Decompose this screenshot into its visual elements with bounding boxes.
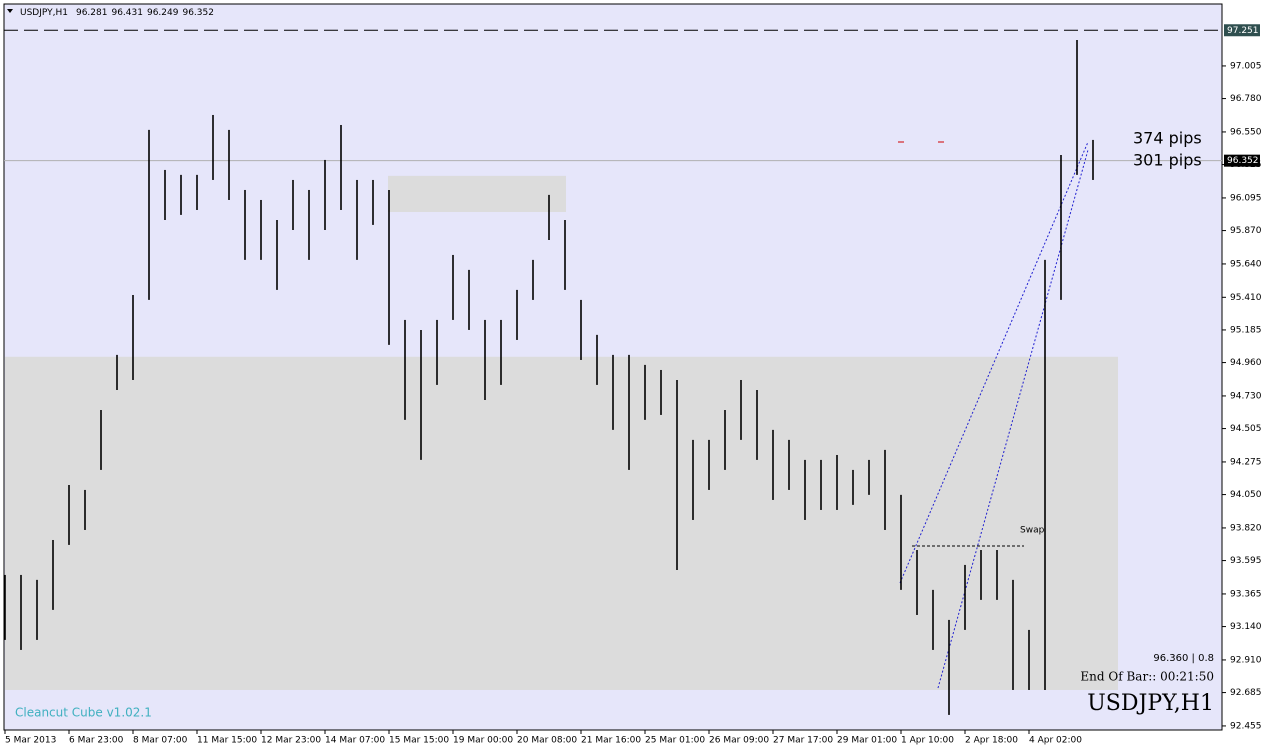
header-price: 96.352	[182, 8, 214, 18]
y-tick-label: 93.595	[1230, 556, 1262, 566]
indicator-label: Cleancut Cube v1.02.1	[15, 706, 152, 720]
x-tick-label: 1 Apr 10:00	[901, 736, 954, 746]
pips-label: 301 pips	[1133, 151, 1202, 170]
high-line-label: 97.251	[1227, 26, 1259, 36]
header-symbol: USDJPY,H1	[20, 8, 68, 18]
symbol-label: USDJPY,H1	[1087, 691, 1214, 716]
x-tick-label: 27 Mar 17:00	[773, 736, 833, 746]
x-tick-label: 14 Mar 07:00	[325, 736, 385, 746]
y-tick-label: 97.005	[1230, 61, 1262, 71]
x-tick-label: 19 Mar 00:00	[453, 736, 513, 746]
y-tick-label: 94.050	[1230, 490, 1262, 500]
end-of-bar: End Of Bar:: 00:21:50	[1080, 670, 1214, 684]
y-tick-label: 93.820	[1230, 523, 1262, 533]
x-tick-label: 15 Mar 15:00	[389, 736, 449, 746]
y-tick-label: 95.870	[1230, 226, 1262, 236]
y-tick-label: 96.550	[1230, 127, 1262, 137]
x-tick-label: 4 Apr 02:00	[1029, 736, 1082, 746]
y-tick-label: 96.780	[1230, 94, 1262, 104]
y-tick-label: 92.685	[1230, 688, 1262, 698]
x-tick-label: 6 Mar 23:00	[69, 736, 124, 746]
header-price: 96.431	[111, 8, 143, 18]
x-tick-label: 8 Mar 07:00	[133, 736, 188, 746]
swap-label: Swap	[1020, 526, 1045, 536]
zone	[388, 175, 566, 213]
plot-layer	[4, 29, 1222, 715]
y-tick-label: 94.730	[1230, 391, 1262, 401]
x-tick-label: 2 Apr 18:00	[965, 736, 1018, 746]
y-tick-label: 93.365	[1230, 589, 1262, 599]
price-box	[1224, 154, 1260, 167]
header-price: 96.249	[147, 8, 179, 18]
y-tick-label: 93.140	[1230, 622, 1262, 632]
y-tick-label: 95.185	[1230, 325, 1262, 335]
header-arrow	[7, 9, 13, 13]
y-tick-label: 92.455	[1230, 721, 1262, 731]
x-tick-label: 5 Mar 2013	[5, 736, 56, 746]
header: USDJPY,H1 96.281 96.431 96.249 96.352	[20, 8, 214, 18]
price-box	[1224, 24, 1260, 37]
x-tick-label: 29 Mar 01:00	[837, 736, 897, 746]
y-tick-label: 94.960	[1230, 358, 1262, 368]
y-tick-label: 96.095	[1230, 193, 1262, 203]
pips-label: 374 pips	[1133, 129, 1202, 148]
x-tick-label: 26 Mar 09:00	[709, 736, 769, 746]
trend-line	[937, 149, 1089, 689]
y-tick-label: 95.640	[1230, 259, 1262, 269]
y-tick-label: 94.505	[1230, 424, 1262, 434]
y-tick-label: 95.410	[1230, 293, 1262, 303]
y-tick-label: 92.910	[1230, 655, 1262, 665]
x-tick-label: 21 Mar 16:00	[581, 736, 641, 746]
x-tick-label: 25 Mar 01:00	[645, 736, 705, 746]
x-tick-label: 20 Mar 08:00	[517, 736, 577, 746]
x-tick-label: 11 Mar 15:00	[197, 736, 257, 746]
x-tick-label: 12 Mar 23:00	[261, 736, 321, 746]
current-price-label: 96.352	[1227, 156, 1259, 166]
header-price: 96.281	[76, 8, 108, 18]
y-tick-label: 94.275	[1230, 457, 1262, 467]
spread-info: 96.360 | 0.8	[1153, 653, 1214, 664]
